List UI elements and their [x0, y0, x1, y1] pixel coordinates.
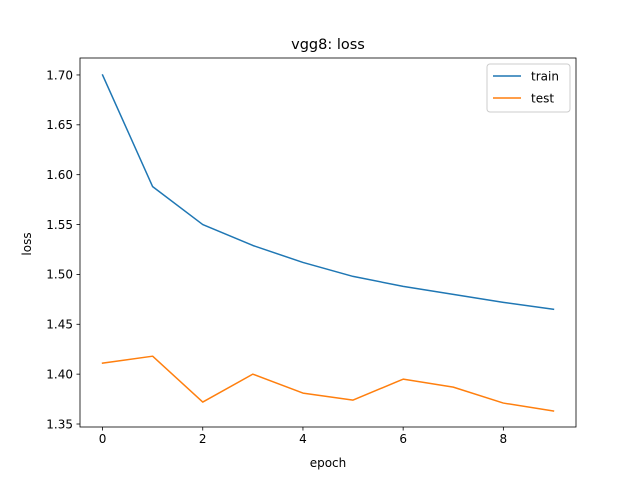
y-tick-label: 1.40: [46, 367, 73, 381]
series-line-test: [101, 355, 555, 412]
x-tick-label: 8: [500, 432, 508, 446]
legend-label-test: test: [531, 91, 554, 105]
y-tick-label: 1.65: [46, 118, 73, 132]
series-line-train: [101, 73, 555, 311]
x-tick-label: 4: [299, 432, 307, 446]
y-tick-label: 1.35: [46, 417, 73, 431]
axes-frame: [79, 57, 577, 428]
x-tick-label: 2: [199, 432, 207, 446]
y-tick-label: 1.45: [46, 318, 73, 332]
y-axis-label: loss: [20, 232, 34, 255]
x-tick-label: 6: [399, 432, 407, 446]
y-tick-label: 1.50: [46, 268, 73, 282]
legend-label-train: train: [531, 69, 559, 83]
x-tick-label: 0: [99, 432, 107, 446]
y-tick-label: 1.55: [46, 218, 73, 232]
y-tick-label: 1.60: [46, 168, 73, 182]
legend: train test: [486, 63, 571, 113]
plot-area: 0 2 4 6 8 1.35 1.40 1.45 1.50 1.55 1.60 1.65 1.70: [46, 57, 577, 446]
chart-title: vgg8: loss: [291, 37, 365, 53]
x-axis-label: epoch: [310, 456, 347, 470]
y-tick-label: 1.70: [46, 68, 73, 82]
